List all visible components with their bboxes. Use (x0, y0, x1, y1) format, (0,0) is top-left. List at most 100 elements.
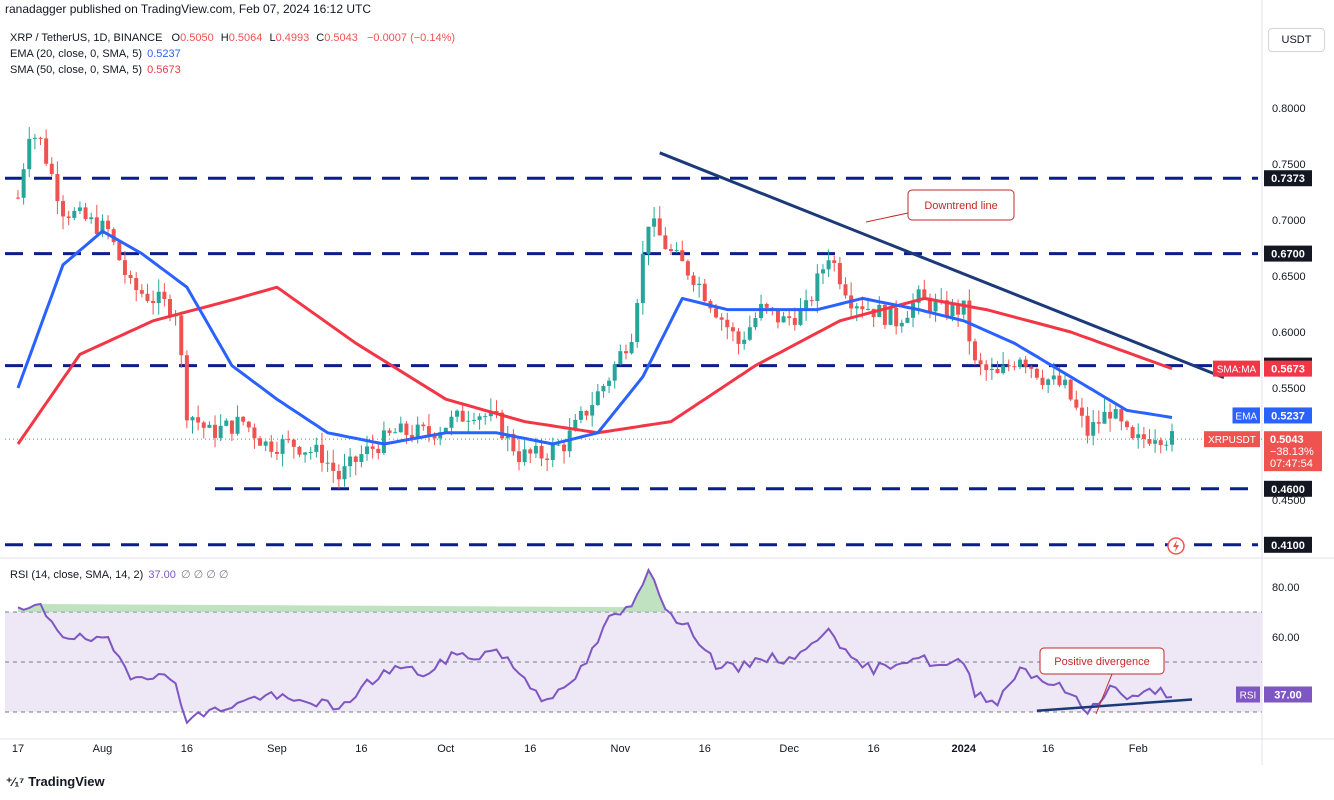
ohlc-high: H0.5064 (220, 32, 263, 44)
candle (246, 420, 251, 433)
rsi-legend-label: RSI (14, close, SMA, 14, 2) (10, 569, 144, 581)
sma-legend-label: SMA (50, close, 0, SMA, 5) (10, 64, 143, 76)
candle (1153, 429, 1158, 453)
candle (1068, 378, 1073, 402)
currency-button[interactable]: USDT (1268, 28, 1325, 52)
candle (635, 298, 640, 348)
time-tick-label: Sep (267, 743, 287, 755)
candle (252, 423, 257, 449)
candle (286, 430, 291, 444)
candle (550, 437, 555, 468)
candle (229, 420, 234, 441)
candle (854, 303, 859, 322)
candle (697, 276, 702, 298)
candle (235, 405, 240, 436)
candle (640, 240, 645, 315)
candle (258, 436, 263, 446)
rsi-tick-label: 80.00 (1272, 582, 1300, 594)
time-tick-label: 17 (12, 743, 24, 755)
candle (455, 409, 460, 423)
candle (798, 298, 803, 327)
candle (612, 361, 617, 389)
candle (83, 202, 88, 222)
candle (269, 435, 274, 458)
svg-text:XRPUSDT: XRPUSDT (1208, 435, 1256, 446)
candle (759, 294, 764, 321)
rsi-legend-extras: ∅ ∅ ∅ ∅ (180, 569, 229, 581)
candle (1029, 365, 1034, 379)
candle (882, 302, 887, 329)
candle (342, 453, 347, 487)
candle (61, 195, 66, 230)
svg-text:RSI: RSI (1240, 691, 1257, 702)
candle (927, 293, 932, 319)
candle (545, 453, 550, 472)
candle (134, 272, 139, 302)
candle (1102, 398, 1107, 424)
sma-price-badge: SMA:MA 0.5673 (1213, 360, 1312, 377)
svg-text:0.5237: 0.5237 (1271, 410, 1305, 422)
ema-legend[interactable]: EMA (20, close, 0, SMA, 5) 0.5237 (10, 48, 181, 60)
time-tick-label: Aug (93, 743, 113, 755)
candle (319, 432, 324, 472)
candle (646, 226, 651, 266)
candle (274, 441, 279, 460)
candle (359, 445, 364, 468)
candle (1023, 355, 1028, 374)
candle (145, 283, 150, 303)
time-tick-label: Nov (611, 743, 631, 755)
candle (742, 331, 747, 350)
level-badge-label: 0.4600 (1271, 484, 1305, 496)
candle (1079, 398, 1084, 428)
candle (314, 437, 319, 458)
candle (601, 383, 606, 398)
candle (1113, 405, 1118, 420)
candle (471, 412, 476, 425)
candle (837, 256, 842, 290)
divergence-line (1036, 698, 1193, 712)
level-badge: 0.4100 (1264, 536, 1312, 553)
level-badge-label: 0.4100 (1271, 540, 1305, 552)
candle (562, 439, 567, 464)
tradingview-logo[interactable]: ⁺⁄₁⁷ TradingView (6, 774, 105, 789)
candle (753, 312, 758, 331)
candle (72, 207, 77, 221)
candle (38, 136, 43, 146)
candle (528, 447, 533, 464)
candle (1085, 406, 1090, 444)
candle (595, 384, 600, 406)
candle (922, 279, 927, 299)
candle (1147, 429, 1152, 446)
candle (1001, 352, 1006, 375)
candle (1063, 372, 1068, 389)
candle (44, 129, 49, 166)
candle (657, 206, 662, 236)
level-badge: 0.4600 (1264, 480, 1312, 497)
tradingview-brand: TradingView (28, 774, 105, 789)
candle (607, 377, 612, 393)
candle (511, 429, 516, 456)
candle (190, 415, 195, 434)
rsi-legend[interactable]: RSI (14, close, SMA, 14, 2) 37.00 ∅ ∅ ∅ … (10, 568, 228, 581)
candle (1164, 440, 1169, 451)
candle (488, 398, 493, 422)
candle (792, 307, 797, 331)
candle (196, 405, 201, 431)
svg-text:07:47:54: 07:47:54 (1270, 458, 1313, 470)
candle (1096, 410, 1101, 434)
candle (1034, 367, 1039, 380)
candle (438, 426, 443, 446)
candle (899, 319, 904, 333)
price-tick-label: 0.6000 (1272, 327, 1306, 339)
sma-legend[interactable]: SMA (50, close, 0, SMA, 5) 0.5673 (10, 64, 181, 76)
downtrend-callout: Downtrend line (865, 189, 1015, 223)
candle (291, 438, 296, 459)
candle (747, 315, 752, 342)
candle (224, 418, 229, 427)
divergence-callout-label: Positive divergence (1054, 656, 1149, 668)
candle (460, 405, 465, 423)
candle (691, 272, 696, 292)
ema20-line (16, 229, 1173, 446)
candle (629, 333, 634, 355)
